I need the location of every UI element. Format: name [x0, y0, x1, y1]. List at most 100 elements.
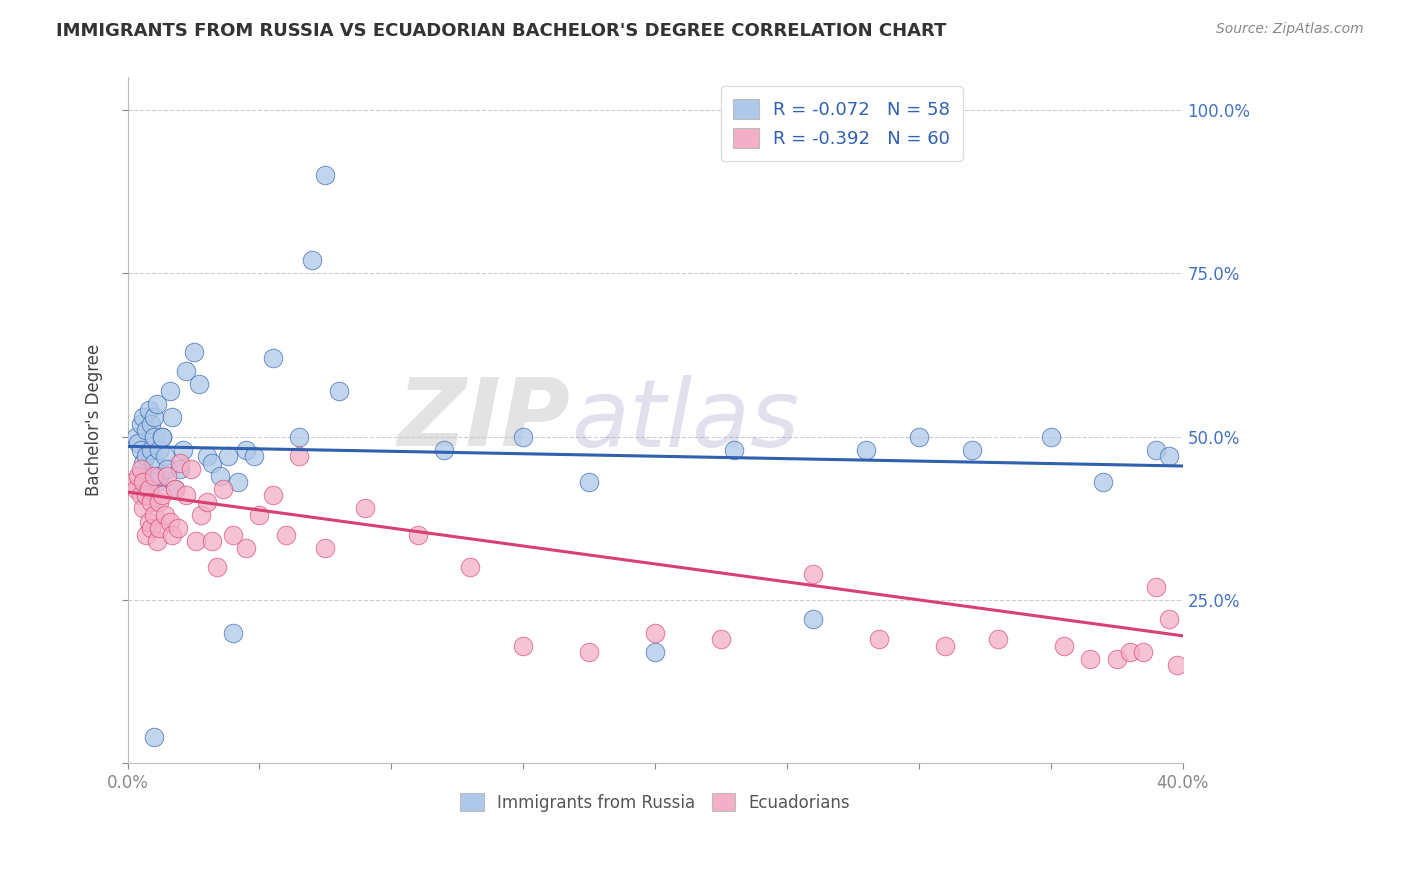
Text: IMMIGRANTS FROM RUSSIA VS ECUADORIAN BACHELOR'S DEGREE CORRELATION CHART: IMMIGRANTS FROM RUSSIA VS ECUADORIAN BAC… — [56, 22, 946, 40]
Point — [301, 253, 323, 268]
Point — [135, 423, 157, 437]
Point — [141, 521, 163, 535]
Point — [159, 384, 181, 398]
Point — [138, 468, 160, 483]
Point — [138, 515, 160, 529]
Point — [186, 534, 208, 549]
Point — [211, 482, 233, 496]
Point — [578, 645, 600, 659]
Point — [960, 442, 983, 457]
Point — [169, 456, 191, 470]
Point — [1039, 429, 1062, 443]
Point — [166, 521, 188, 535]
Point — [710, 632, 733, 646]
Point — [150, 429, 173, 443]
Point — [148, 468, 170, 483]
Point — [1144, 580, 1167, 594]
Point — [1092, 475, 1115, 490]
Point — [132, 410, 155, 425]
Point — [934, 639, 956, 653]
Point — [195, 449, 218, 463]
Point — [235, 442, 257, 457]
Point — [174, 364, 197, 378]
Point — [124, 429, 146, 443]
Point — [907, 429, 929, 443]
Point — [129, 442, 152, 457]
Point — [644, 645, 666, 659]
Point — [187, 377, 209, 392]
Point — [143, 429, 166, 443]
Point — [165, 482, 187, 496]
Point — [201, 534, 224, 549]
Point — [135, 527, 157, 541]
Point — [433, 442, 456, 457]
Legend: Immigrants from Russia, Ecuadorians: Immigrants from Russia, Ecuadorians — [449, 781, 862, 823]
Point — [174, 488, 197, 502]
Point — [143, 730, 166, 744]
Point — [228, 475, 250, 490]
Point — [148, 495, 170, 509]
Point — [460, 560, 482, 574]
Point — [1144, 442, 1167, 457]
Point — [217, 449, 239, 463]
Point — [512, 639, 534, 653]
Point — [143, 468, 166, 483]
Point — [314, 169, 336, 183]
Point — [801, 566, 824, 581]
Point — [162, 527, 184, 541]
Point — [855, 442, 877, 457]
Point — [156, 468, 179, 483]
Point — [1119, 645, 1142, 659]
Point — [172, 442, 194, 457]
Point — [162, 410, 184, 425]
Point — [159, 515, 181, 529]
Point — [801, 612, 824, 626]
Point — [274, 527, 297, 541]
Point — [190, 508, 212, 522]
Point — [249, 508, 271, 522]
Point — [222, 527, 245, 541]
Point — [1166, 658, 1188, 673]
Point — [222, 625, 245, 640]
Point — [354, 501, 377, 516]
Text: atlas: atlas — [571, 375, 799, 466]
Point — [138, 403, 160, 417]
Point — [1159, 612, 1181, 626]
Point — [195, 495, 218, 509]
Point — [406, 527, 429, 541]
Point — [129, 462, 152, 476]
Point — [138, 482, 160, 496]
Y-axis label: Bachelor's Degree: Bachelor's Degree — [86, 344, 103, 497]
Point — [150, 429, 173, 443]
Point — [141, 495, 163, 509]
Point — [127, 436, 149, 450]
Point — [262, 351, 284, 366]
Point — [153, 449, 176, 463]
Point — [183, 344, 205, 359]
Point — [578, 475, 600, 490]
Point — [145, 475, 167, 490]
Text: ZIP: ZIP — [398, 375, 571, 467]
Point — [288, 449, 311, 463]
Point — [288, 429, 311, 443]
Point — [129, 488, 152, 502]
Point — [1159, 449, 1181, 463]
Point — [143, 508, 166, 522]
Point — [153, 508, 176, 522]
Text: Source: ZipAtlas.com: Source: ZipAtlas.com — [1216, 22, 1364, 37]
Point — [169, 462, 191, 476]
Point — [124, 482, 146, 496]
Point — [135, 488, 157, 502]
Point — [148, 442, 170, 457]
Point — [132, 456, 155, 470]
Point — [127, 468, 149, 483]
Point — [145, 397, 167, 411]
Point — [207, 560, 229, 574]
Point — [1078, 651, 1101, 665]
Point — [512, 429, 534, 443]
Point — [987, 632, 1010, 646]
Point — [132, 501, 155, 516]
Point — [262, 488, 284, 502]
Point — [314, 541, 336, 555]
Point — [328, 384, 350, 398]
